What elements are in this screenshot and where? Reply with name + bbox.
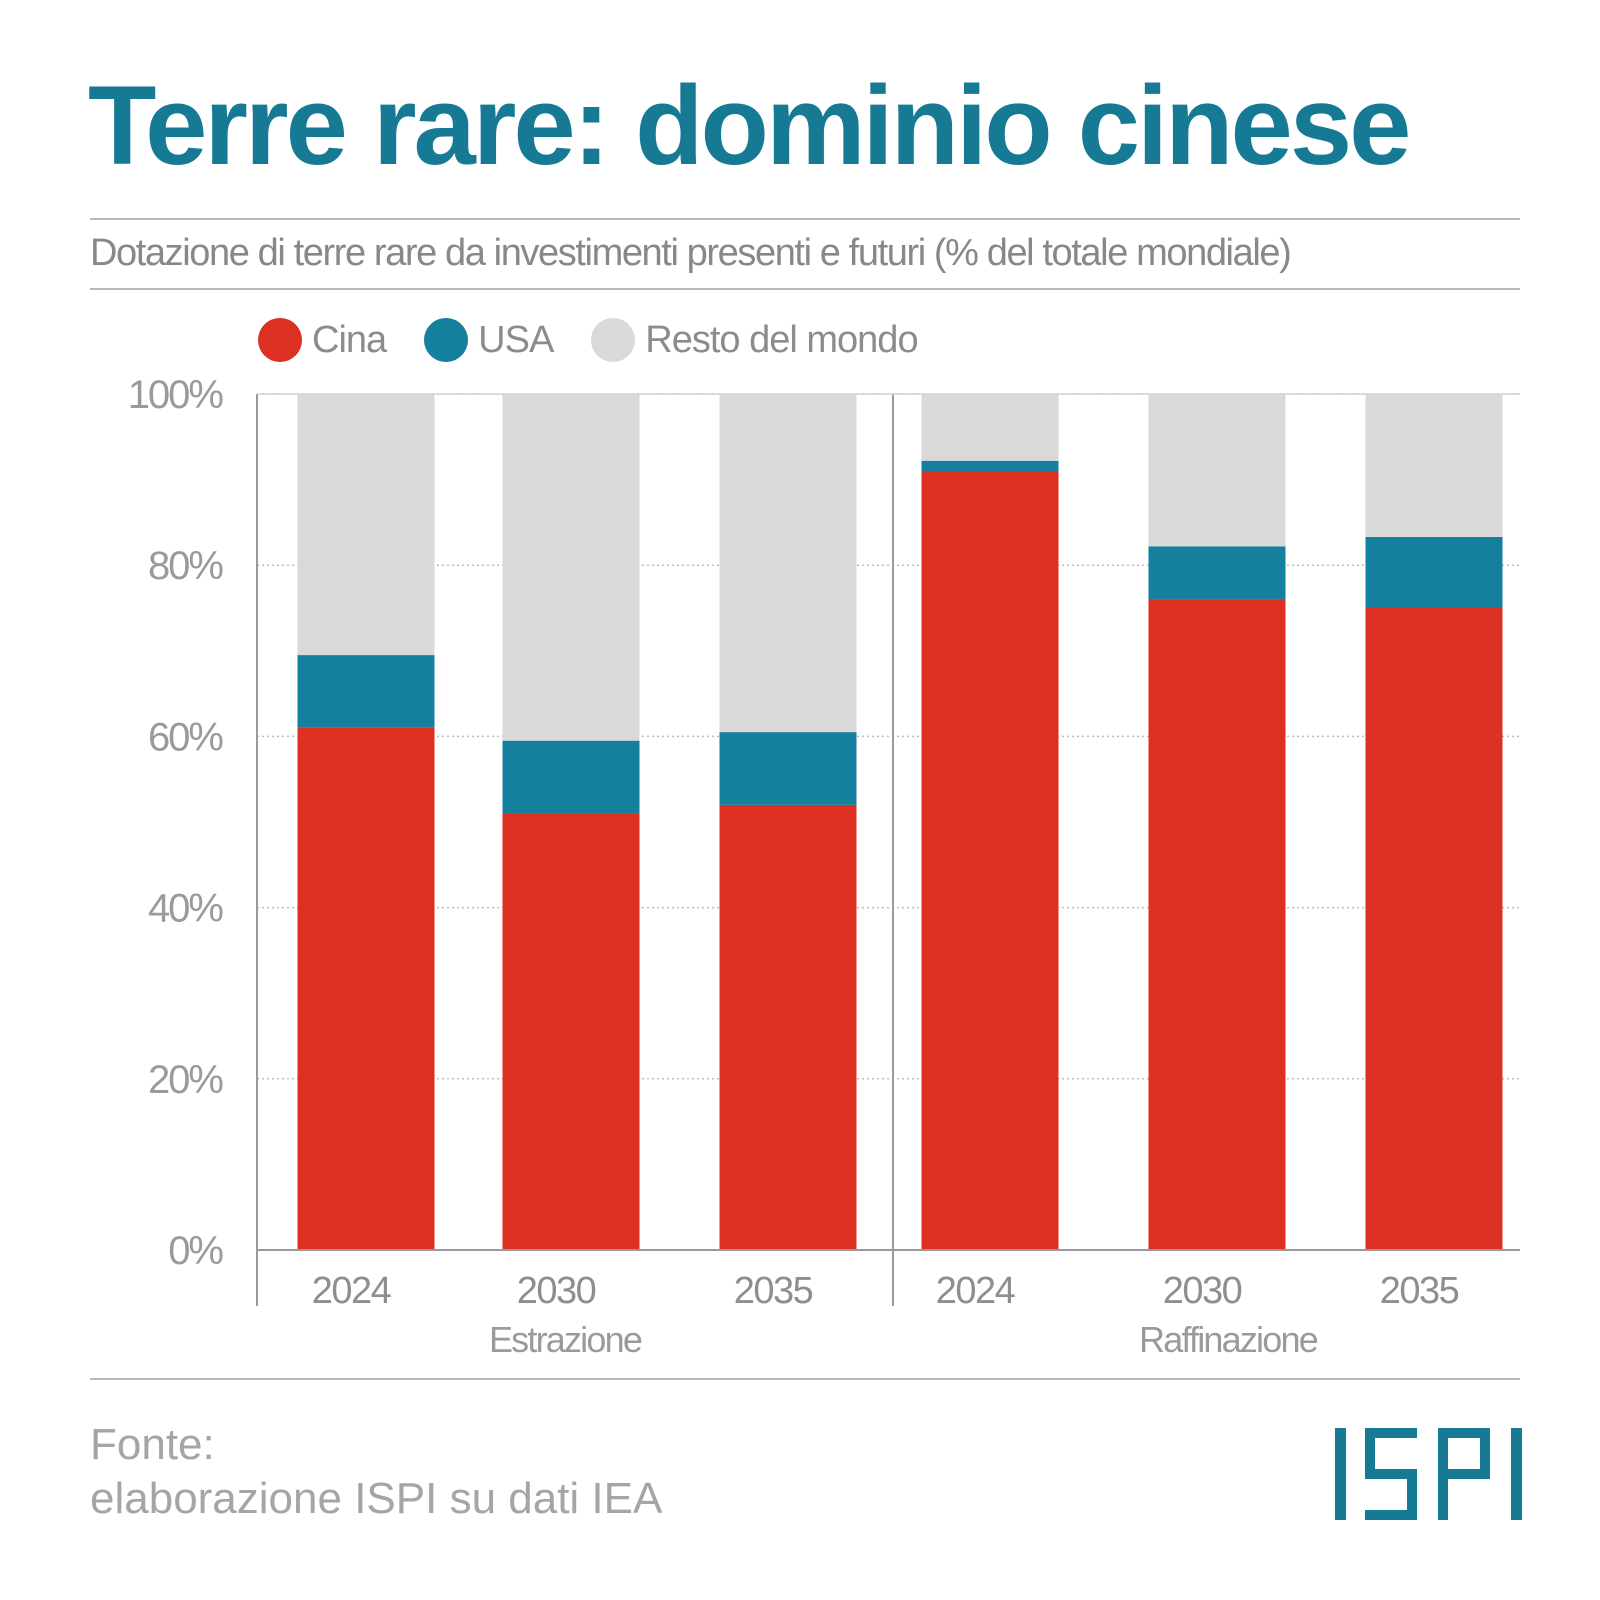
subtitle-divider [90,288,1520,290]
source-text: elaborazione ISPI su dati IEA [90,1474,663,1523]
y-tick-label: 20% [148,1058,223,1102]
x-tick-label: 2030 [517,1270,596,1312]
bar-segment-resto-del-mondo [297,394,435,656]
x-tick-label: 2035 [1380,1270,1459,1312]
bar-segment-usa [502,740,640,814]
bar-segment-resto-del-mondo [719,394,857,733]
title-divider [90,218,1520,220]
legend-item-cina: Cina [258,318,387,362]
bar-segment-cina [502,813,640,1250]
source-note: Fonte: elaborazione ISPI su dati IEA [90,1418,662,1526]
chart-legend: Cina USA Resto del mondo [258,318,956,362]
y-tick-label: 0% [168,1229,223,1273]
legend-label-cina: Cina [312,318,387,361]
legend-item-resto: Resto del mondo [591,318,919,362]
legend-label-resto: Resto del mondo [645,318,918,361]
bar-segment-cina [1148,599,1286,1250]
bar-segment-resto-del-mondo [502,394,640,741]
y-tick-label: 100% [128,373,224,417]
x-tick-label: 2035 [734,1270,813,1312]
group-label: Raffinazione [1139,1319,1318,1360]
legend-swatch-cina [258,318,302,362]
page-title: Terre rare: dominio cinese [88,63,1411,188]
bar-segment-resto-del-mondo [1365,394,1503,537]
x-tick-label: 2030 [1163,1270,1242,1312]
source-label: Fonte: [90,1420,215,1469]
ispi-logo [1335,1428,1522,1520]
bar-segment-usa [1365,536,1503,608]
group-label: Estrazione [489,1319,642,1360]
bar-segment-cina [921,471,1059,1250]
bar-segment-cina [1365,608,1503,1250]
y-tick-label: 60% [148,715,223,759]
legend-label-usa: USA [478,318,554,361]
legend-swatch-usa [424,318,469,362]
x-tick-label: 2024 [312,1270,392,1312]
x-tick-label: 2024 [936,1270,1016,1312]
bar-segment-cina [719,804,857,1250]
bar-segment-usa [297,655,435,728]
legend-swatch-resto [591,318,636,362]
y-tick-label: 40% [148,887,223,931]
chart-subtitle: Dotazione di terre rare da investimenti … [90,232,1292,274]
footer-divider [90,1378,1520,1380]
bar-segment-resto-del-mondo [921,394,1059,461]
stacked-bar-chart: 0% 20% 40% 60% 80% 100% 2024 2030 2035 Estrazione… [128,373,1520,1360]
y-tick-label: 80% [148,544,223,588]
bar-segment-usa [1148,546,1286,600]
legend-item-usa: USA [424,318,554,362]
bar-segment-usa [719,732,857,805]
bar-segment-resto-del-mondo [1148,394,1286,547]
bar-segment-usa [921,460,1059,472]
bar-segment-cina [297,727,435,1250]
